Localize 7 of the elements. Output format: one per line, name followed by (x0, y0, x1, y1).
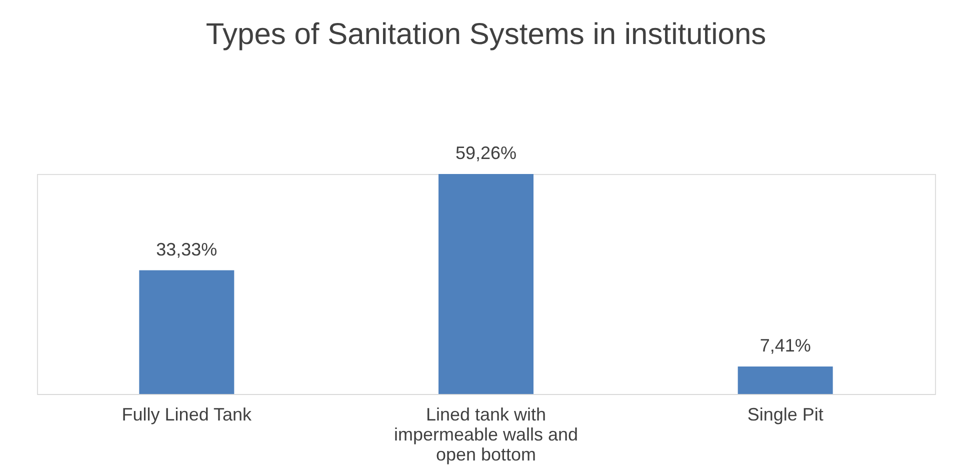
data-label: 33,33% (156, 239, 218, 260)
x-tick-label: Fully Lined Tank (122, 404, 253, 424)
x-tick-label: Lined tank with impermeable walls and open bottom (394, 404, 578, 464)
chart-title: Types of Sanitation Systems in institutions (206, 18, 766, 51)
data-label: 7,41% (760, 335, 811, 356)
data-label: 59,26% (455, 143, 517, 163)
x-tick-label: Single Pit (747, 404, 824, 424)
